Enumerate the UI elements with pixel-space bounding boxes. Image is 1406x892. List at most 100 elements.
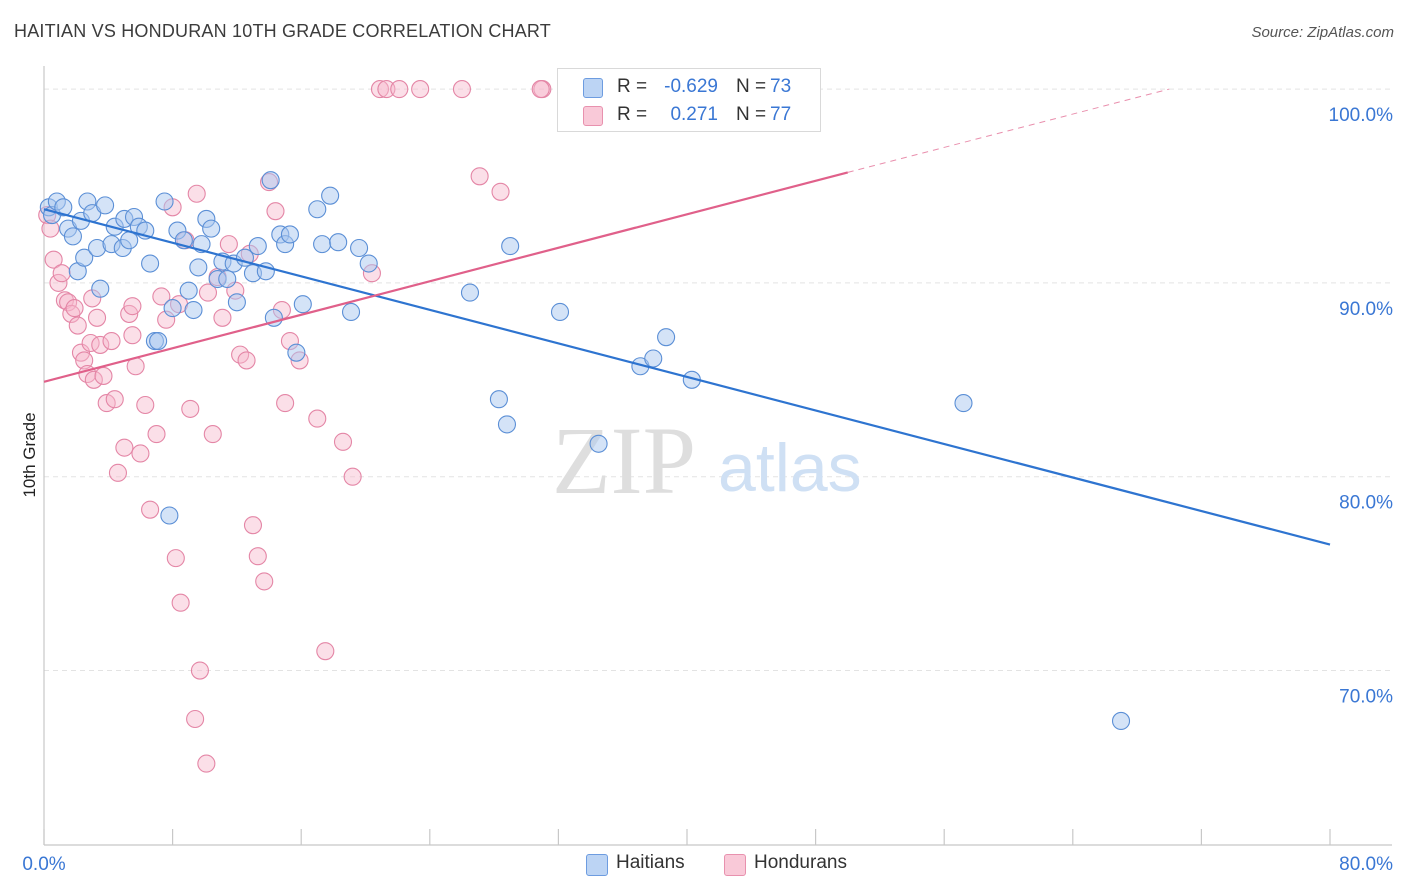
honduran-point <box>411 80 430 99</box>
haitian-point <box>163 299 182 318</box>
honduran-point <box>377 80 396 99</box>
series-legend: Haitians Hondurans <box>0 852 1406 878</box>
haitian-point <box>287 343 306 362</box>
haitian-point <box>141 254 160 273</box>
axes <box>43 66 1392 846</box>
honduran-point <box>390 80 409 99</box>
legend-swatch-hondurans <box>583 106 603 126</box>
haitian-point <box>75 248 94 267</box>
haitian-point <box>160 506 179 525</box>
honduran-point <box>171 593 190 612</box>
legend-n-label: N = <box>736 76 767 97</box>
honduran-point <box>197 754 216 773</box>
honduran-point <box>91 335 110 354</box>
haitian-point <box>308 200 327 219</box>
haitian-trend-line <box>43 208 1331 546</box>
honduran-point <box>136 395 155 415</box>
honduran-point <box>147 425 166 444</box>
honduran-point <box>276 394 295 413</box>
watermark: ZIP atlas <box>552 407 862 514</box>
honduran-point <box>166 549 185 568</box>
haitian-point <box>63 227 82 246</box>
honduran-point <box>491 182 510 201</box>
grid <box>44 88 1392 672</box>
y-tick-label: 70.0% <box>1339 687 1393 708</box>
haitian-point <box>96 196 115 215</box>
honduran-point <box>187 184 206 203</box>
legend-swatch-haitians <box>586 854 608 876</box>
haitian-point <box>550 302 570 322</box>
honduran-point <box>343 467 362 486</box>
legend-swatch-hondurans <box>724 854 746 876</box>
honduran-point <box>219 235 238 254</box>
y-tick-label: 90.0% <box>1339 299 1393 320</box>
haitian-point <box>155 192 174 211</box>
honduran-point <box>75 351 94 370</box>
honduran-point <box>102 331 121 351</box>
legend-n-label: N = <box>736 104 767 125</box>
haitian-point <box>149 331 168 351</box>
haitian-point <box>54 198 73 217</box>
legend-label-hondurans: Hondurans <box>754 852 847 873</box>
y-axis-label: 10th Grade <box>20 412 39 498</box>
honduran-point <box>94 366 113 385</box>
legend-r-value: -0.629 <box>664 76 718 97</box>
honduran-trend-extension <box>847 88 1170 173</box>
legend-row-hondurans: R = 0.271 N = 77 <box>558 100 820 130</box>
chart-title: HAITIAN VS HONDURAN 10TH GRADE CORRELATI… <box>14 21 552 41</box>
honduran-point <box>333 432 353 451</box>
haitian-point <box>202 219 221 238</box>
honduran-point <box>248 547 267 566</box>
honduran-point <box>308 409 327 428</box>
haitian-point <box>589 434 608 453</box>
haitian-point <box>1111 711 1131 731</box>
haitian-point <box>497 415 517 434</box>
haitian-point <box>954 394 973 413</box>
haitian-point <box>489 390 508 409</box>
legend-r-label: R = <box>617 104 648 125</box>
source-credit: Source: ZipAtlas.com <box>1251 24 1394 41</box>
honduran-point <box>213 308 232 327</box>
legend-swatch-haitians <box>583 78 603 98</box>
honduran-point <box>115 438 134 457</box>
honduran-point <box>65 299 84 318</box>
legend-row-haitians: R = -0.629 N = 73 <box>558 72 820 102</box>
honduran-point <box>68 316 87 335</box>
honduran-point <box>152 287 171 306</box>
haitian-point <box>227 293 246 312</box>
honduran-point <box>470 167 489 186</box>
haitian-point <box>218 269 237 289</box>
correlation-legend: R = -0.629 N = 73 R = 0.271 N = 77 <box>557 68 821 132</box>
legend-r-label: R = <box>617 76 648 97</box>
watermark-zip: ZIP <box>552 407 696 514</box>
honduran-point <box>123 297 142 316</box>
haitian-point <box>293 295 312 314</box>
honduran-point <box>87 308 107 327</box>
honduran-point <box>44 250 63 269</box>
honduran-point <box>531 80 550 99</box>
honduran-point <box>255 572 274 591</box>
y-tick-label: 80.0% <box>1339 493 1393 514</box>
haitian-point <box>189 258 208 277</box>
haitian-point <box>657 328 676 347</box>
x-tick-label: 0.0% <box>22 854 65 875</box>
honduran-point <box>123 326 142 345</box>
legend-n-value: 73 <box>770 76 792 97</box>
honduran-point <box>198 283 218 302</box>
haitian-point <box>91 279 110 298</box>
series-haitians <box>39 171 1131 731</box>
y-tick-label: 100.0% <box>1329 105 1394 126</box>
haitian-point <box>261 171 280 190</box>
haitian-point <box>359 254 378 273</box>
honduran-point <box>243 516 263 535</box>
honduran-point <box>52 264 71 283</box>
honduran-point <box>186 709 205 729</box>
honduran-point <box>452 80 472 99</box>
haitian-point <box>350 238 369 258</box>
honduran-point <box>370 80 390 99</box>
honduran-point <box>181 399 200 418</box>
haitian-point <box>329 233 348 252</box>
tick-labels: 70.0% 80.0% 90.0% 100.0% 0.0% 80.0% <box>22 105 1393 875</box>
haitian-point <box>644 349 663 368</box>
